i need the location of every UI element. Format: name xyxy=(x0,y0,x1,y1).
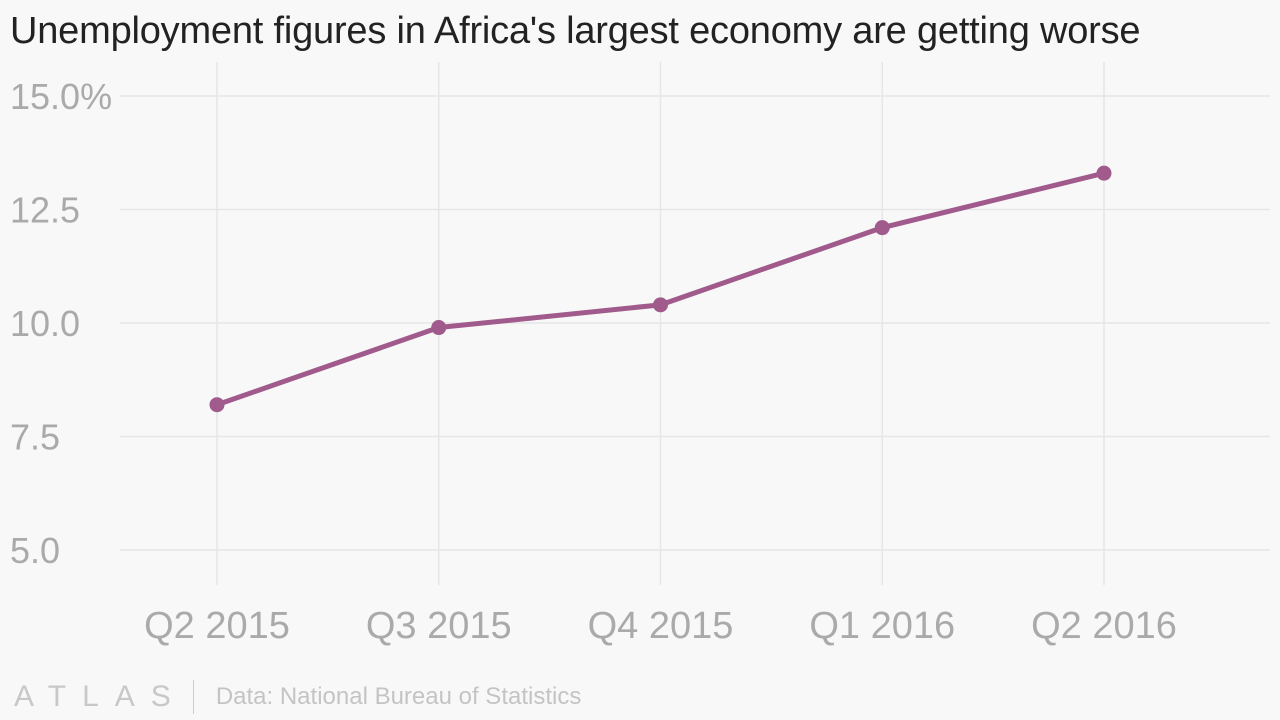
footer-divider xyxy=(192,680,194,714)
x-tick-label: Q1 2016 xyxy=(809,605,955,647)
chart-title: Unemployment figures in Africa's largest… xyxy=(10,10,1141,52)
y-tick-label: 10.0 xyxy=(10,303,80,344)
series-layer xyxy=(209,165,1112,413)
grid xyxy=(120,62,1270,585)
x-tick-label: Q2 2015 xyxy=(144,605,290,647)
data-point xyxy=(653,297,668,313)
atlas-logo: ATLAS xyxy=(14,680,187,713)
x-tick-label: Q3 2015 xyxy=(366,605,512,647)
data-point xyxy=(431,320,447,336)
data-point xyxy=(209,397,225,413)
x-tick-label: Q4 2015 xyxy=(588,605,734,647)
data-point xyxy=(874,220,890,236)
y-tick-label: 5.0 xyxy=(10,530,60,571)
data-point xyxy=(1096,165,1112,181)
y-tick-label: 7.5 xyxy=(10,417,60,458)
y-axis-ticks: 15.0% 12.5 10.0 7.5 5.0 xyxy=(10,76,112,571)
y-tick-label: 15.0% xyxy=(10,76,112,117)
x-tick-label: Q2 2016 xyxy=(1031,605,1177,647)
y-tick-label: 12.5 xyxy=(10,190,80,231)
chart-footer: ATLAS Data: National Bureau of Statistic… xyxy=(14,680,581,714)
line-chart: 15.0% 12.5 10.0 7.5 5.0 Q2 2015 Q3 2015 Q4 201… xyxy=(10,62,1270,647)
source-note: Data: National Bureau of Statistics xyxy=(215,683,582,710)
x-axis-ticks: Q2 2015 Q3 2015 Q4 2015 Q1 2016 Q2 2016 xyxy=(144,605,1177,647)
